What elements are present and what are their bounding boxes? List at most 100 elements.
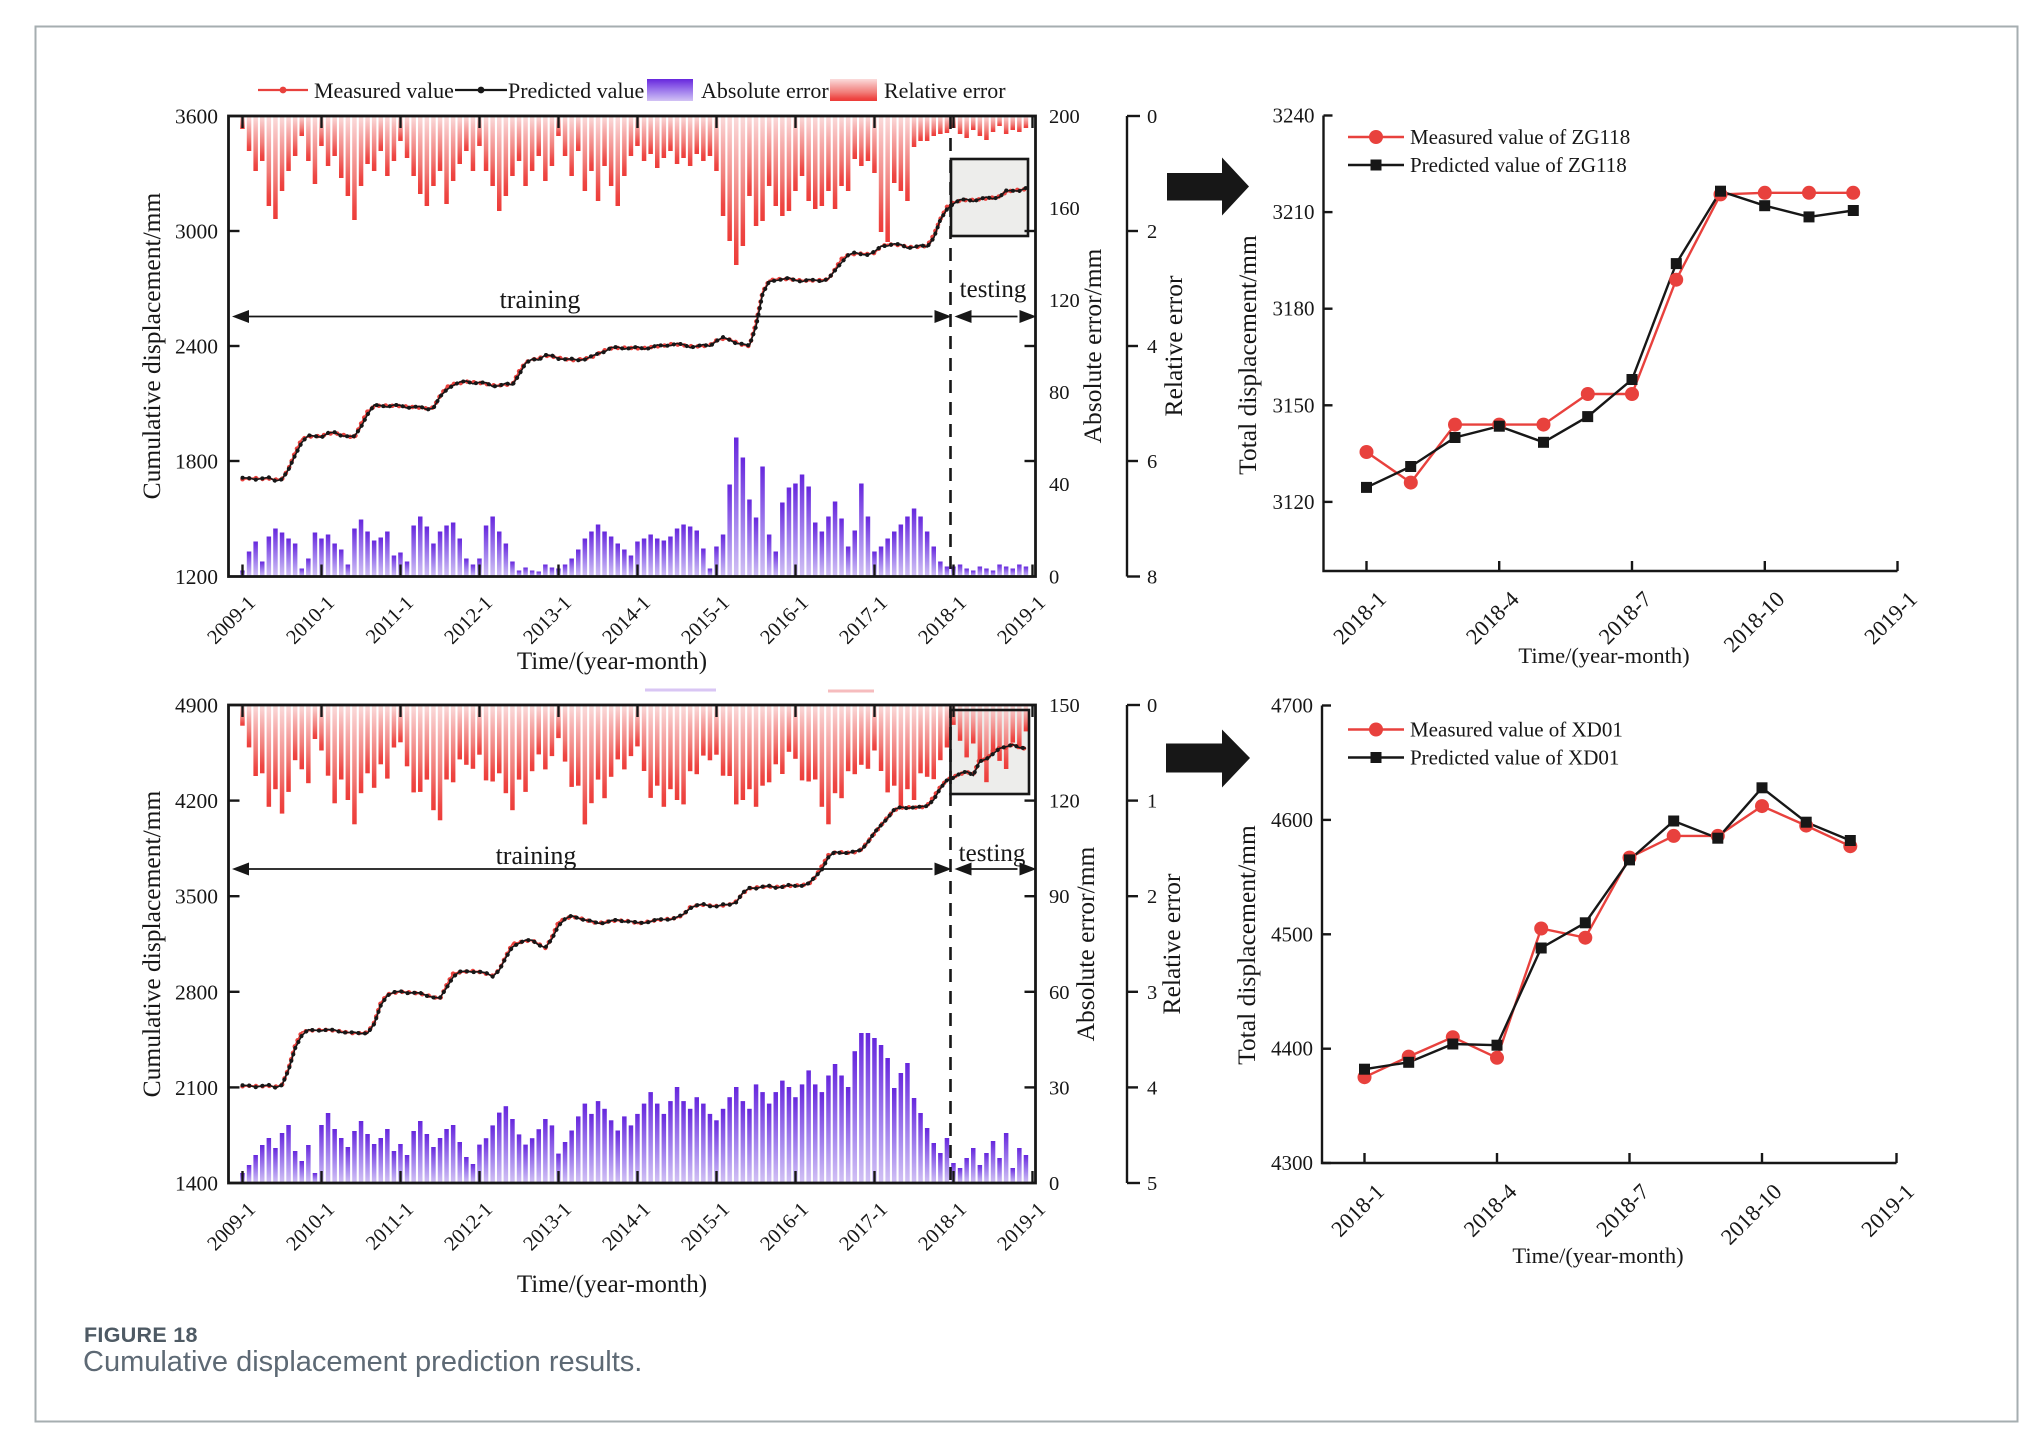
svg-text:2: 2 (1147, 221, 1157, 243)
svg-text:4: 4 (1147, 336, 1157, 358)
svg-text:2019-1: 2019-1 (993, 1198, 1050, 1255)
svg-text:Measured value: Measured value (314, 78, 454, 103)
svg-text:160: 160 (1049, 198, 1080, 220)
svg-text:Time/(year-month): Time/(year-month) (1518, 643, 1689, 668)
svg-text:2018-4: 2018-4 (1459, 1179, 1522, 1242)
svg-text:4600: 4600 (1271, 808, 1313, 832)
svg-text:8: 8 (1147, 567, 1157, 589)
svg-text:Relative error: Relative error (1159, 275, 1188, 416)
svg-text:4400: 4400 (1271, 1037, 1313, 1061)
svg-text:2018-7: 2018-7 (1594, 586, 1657, 649)
svg-text:6: 6 (1147, 451, 1157, 473)
svg-text:1200: 1200 (175, 565, 218, 589)
svg-text:Time/(year-month): Time/(year-month) (1512, 1243, 1683, 1268)
svg-text:2017-1: 2017-1 (835, 592, 892, 649)
svg-text:Absolute error/mm: Absolute error/mm (1071, 846, 1100, 1041)
svg-text:2014-1: 2014-1 (598, 592, 655, 649)
svg-text:90: 90 (1049, 886, 1070, 908)
svg-text:2400: 2400 (175, 335, 218, 359)
svg-text:4200: 4200 (175, 789, 218, 813)
svg-text:3600: 3600 (175, 105, 218, 129)
svg-text:Cumulative displacement predic: Cumulative displacement prediction resul… (83, 1346, 642, 1378)
svg-text:0: 0 (1147, 695, 1157, 717)
svg-text:3500: 3500 (175, 885, 218, 909)
svg-text:2012-1: 2012-1 (440, 592, 497, 649)
svg-text:4700: 4700 (1271, 694, 1313, 718)
svg-text:training: training (496, 841, 577, 870)
svg-text:3120: 3120 (1273, 490, 1315, 514)
svg-text:40: 40 (1049, 474, 1070, 496)
svg-text:5: 5 (1147, 1173, 1157, 1195)
svg-text:2017-1: 2017-1 (835, 1198, 892, 1255)
svg-text:Measured value of XD01: Measured value of XD01 (1410, 718, 1623, 742)
svg-text:2018-10: 2018-10 (1716, 1179, 1787, 1250)
svg-text:3210: 3210 (1273, 200, 1315, 224)
svg-text:Total displacement/mm: Total displacement/mm (1233, 235, 1262, 475)
svg-text:2011-1: 2011-1 (362, 592, 418, 648)
svg-text:3180: 3180 (1273, 297, 1315, 321)
svg-text:3: 3 (1147, 982, 1157, 1004)
svg-text:2018-1: 2018-1 (1328, 586, 1391, 649)
svg-text:Predicted value: Predicted value (508, 78, 644, 103)
svg-text:2015-1: 2015-1 (677, 592, 734, 649)
svg-text:Cumulative displacement/mm: Cumulative displacement/mm (137, 791, 166, 1098)
svg-text:testing: testing (960, 276, 1027, 303)
svg-text:testing: testing (959, 840, 1026, 867)
svg-text:3240: 3240 (1273, 104, 1315, 128)
svg-text:2018-1: 2018-1 (1326, 1179, 1389, 1242)
svg-text:0: 0 (1049, 567, 1059, 589)
svg-text:Time/(year-month): Time/(year-month) (517, 1271, 707, 1298)
svg-text:Predicted value of ZG118: Predicted value of ZG118 (1410, 153, 1627, 177)
svg-text:4: 4 (1147, 1077, 1157, 1099)
svg-text:2016-1: 2016-1 (756, 592, 813, 649)
svg-text:training: training (500, 285, 581, 314)
svg-text:Measured value of ZG118: Measured value of ZG118 (1410, 125, 1630, 149)
svg-text:2019-1: 2019-1 (993, 592, 1050, 649)
svg-text:Absolute error: Absolute error (701, 78, 829, 103)
svg-text:Cumulative displacement/mm: Cumulative displacement/mm (137, 193, 166, 500)
svg-text:Absolute error/mm: Absolute error/mm (1078, 248, 1107, 443)
svg-text:2013-1: 2013-1 (519, 1198, 576, 1255)
svg-text:1400: 1400 (175, 1172, 218, 1196)
svg-text:2018-1: 2018-1 (914, 1198, 971, 1255)
svg-text:Total displacement/mm: Total displacement/mm (1232, 825, 1261, 1065)
svg-text:4900: 4900 (175, 694, 218, 718)
svg-text:120: 120 (1049, 290, 1080, 312)
svg-text:2018-7: 2018-7 (1591, 1179, 1654, 1242)
svg-text:2: 2 (1147, 886, 1157, 908)
svg-text:2011-1: 2011-1 (362, 1198, 418, 1254)
svg-text:2018-1: 2018-1 (914, 592, 971, 649)
svg-text:2100: 2100 (175, 1076, 218, 1100)
svg-text:Time/(year-month): Time/(year-month) (517, 648, 707, 675)
svg-text:2010-1: 2010-1 (282, 1198, 339, 1255)
svg-text:0: 0 (1147, 106, 1157, 128)
svg-text:FIGURE 18: FIGURE 18 (84, 1323, 198, 1347)
svg-text:120: 120 (1049, 791, 1080, 813)
svg-text:2800: 2800 (175, 980, 218, 1004)
svg-text:2014-1: 2014-1 (598, 1198, 655, 1255)
svg-text:2012-1: 2012-1 (440, 1198, 497, 1255)
svg-text:2009-1: 2009-1 (203, 1198, 260, 1255)
svg-text:1: 1 (1147, 791, 1157, 813)
svg-text:4300: 4300 (1271, 1151, 1313, 1175)
svg-text:Relative error: Relative error (1157, 873, 1186, 1014)
svg-text:3000: 3000 (175, 220, 218, 244)
svg-text:150: 150 (1049, 695, 1080, 717)
svg-text:2018-4: 2018-4 (1461, 586, 1524, 649)
svg-text:1800: 1800 (175, 450, 218, 474)
svg-text:2019-1: 2019-1 (1856, 1179, 1919, 1242)
svg-text:2019-1: 2019-1 (1859, 586, 1922, 649)
svg-text:30: 30 (1049, 1077, 1070, 1099)
svg-text:4500: 4500 (1271, 922, 1313, 946)
svg-text:2018-10: 2018-10 (1719, 586, 1790, 657)
svg-text:200: 200 (1049, 106, 1080, 128)
svg-text:2016-1: 2016-1 (756, 1198, 813, 1255)
svg-text:Predicted value of XD01: Predicted value of XD01 (1410, 746, 1619, 770)
svg-text:3150: 3150 (1273, 393, 1315, 417)
svg-text:2015-1: 2015-1 (677, 1198, 734, 1255)
svg-text:2009-1: 2009-1 (203, 592, 260, 649)
svg-text:80: 80 (1049, 382, 1070, 404)
svg-text:2013-1: 2013-1 (519, 592, 576, 649)
svg-text:Relative error: Relative error (884, 78, 1006, 103)
svg-text:0: 0 (1049, 1173, 1059, 1195)
